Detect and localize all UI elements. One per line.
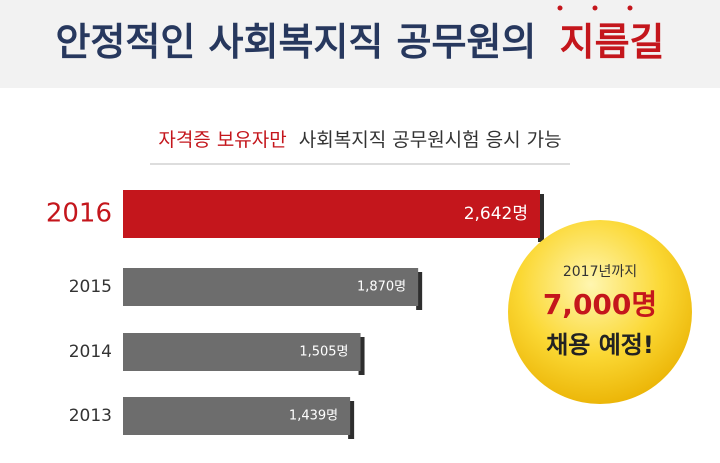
- bar: [123, 190, 540, 238]
- value-label: 2,642명: [464, 204, 528, 224]
- badge-line1: 2017년까지: [563, 264, 637, 280]
- bar-shadow: [416, 272, 423, 310]
- badge-line3: 채용 예정!: [546, 331, 654, 359]
- category-label: 2015: [69, 277, 112, 297]
- value-label: 1,505명: [299, 345, 348, 360]
- title-main: 안정적인 사회복지직 공무원의: [55, 20, 536, 64]
- bar: [123, 397, 351, 435]
- value-label: 1,439명: [289, 409, 338, 424]
- category-label: 2016: [46, 199, 112, 229]
- bar: [123, 333, 361, 371]
- bar-shadow: [358, 337, 365, 375]
- header-band: [0, 0, 720, 88]
- bar: [123, 268, 419, 306]
- bar-group: 2,642명 2016 1,870명 2015 1,505명 2014 1,439명 2013: [46, 190, 544, 439]
- subtitle: 자격증 보유자만 사회복지직 공무원시험 응시 가능: [158, 129, 561, 151]
- badge: 2017년까지 7,000명 채용 예정!: [508, 220, 692, 404]
- value-label: 1,870명: [357, 280, 406, 295]
- badge-circle: [508, 220, 692, 404]
- subtitle-main: 사회복지직 공무원시험 응시 가능: [299, 129, 562, 151]
- title-highlight: 지름길: [560, 20, 665, 64]
- chart-title: 안정적인 사회복지직 공무원의 지름길: [55, 20, 664, 64]
- category-label: 2013: [69, 406, 112, 426]
- subtitle-highlight: 자격증 보유자만: [158, 129, 286, 151]
- bar-shadow: [348, 401, 355, 439]
- title-dots: [557, 5, 633, 11]
- category-label: 2014: [69, 342, 112, 362]
- bar-shadow: [538, 194, 544, 242]
- badge-line2: 7,000명: [543, 288, 657, 321]
